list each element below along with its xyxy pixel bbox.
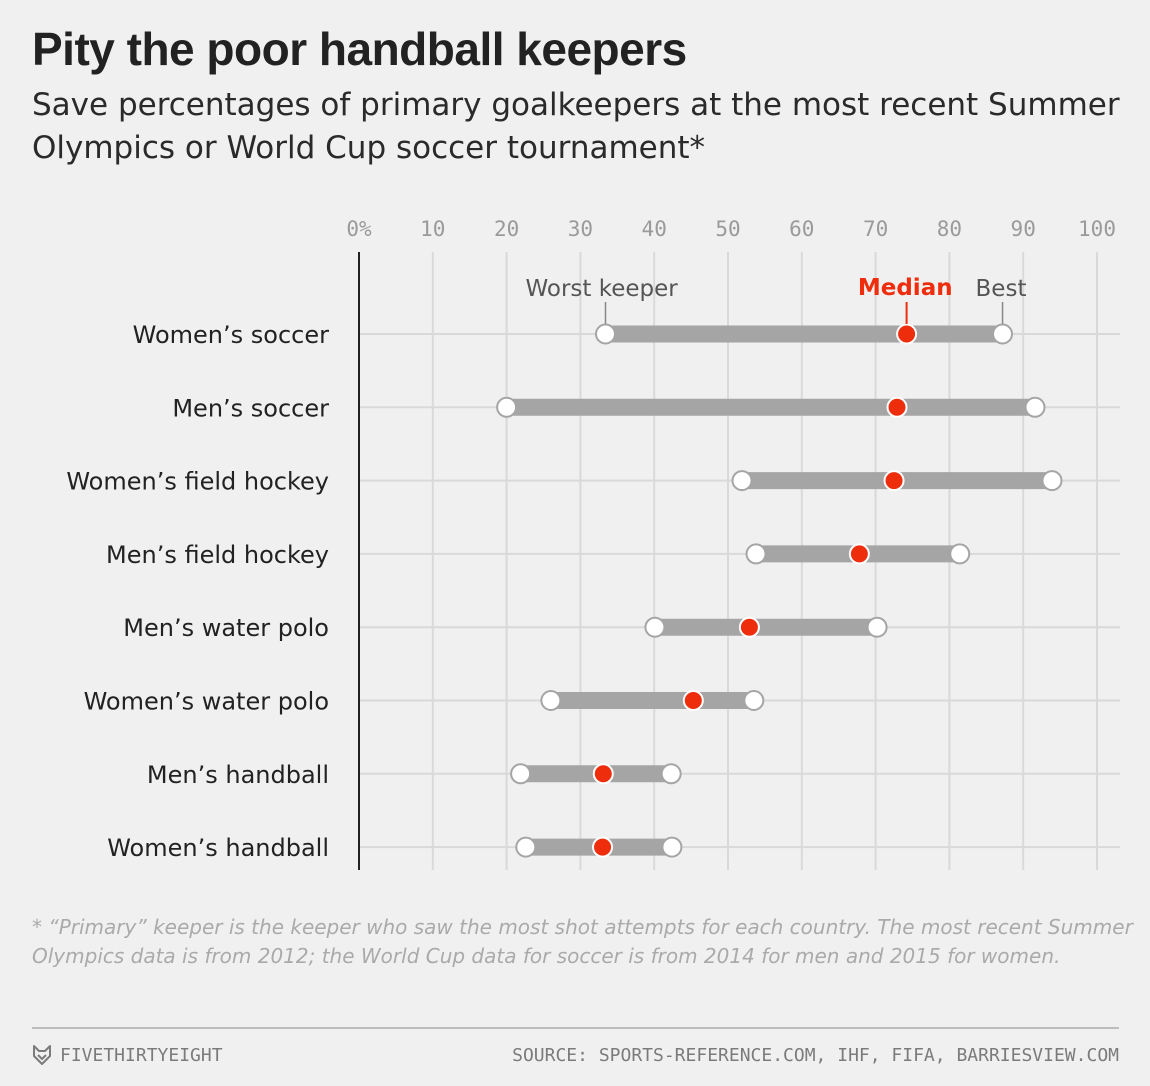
worst-keeper-point xyxy=(510,763,532,785)
brand: FIVETHIRTYEIGHT xyxy=(32,1044,223,1066)
median-point xyxy=(592,763,614,785)
median-point xyxy=(896,323,918,345)
x-tick-label: 30 xyxy=(568,217,593,241)
category-label: Men’s handball xyxy=(147,761,329,789)
x-tick-label: 10 xyxy=(420,217,445,241)
category-label: Men’s field hockey xyxy=(106,541,329,569)
chart-subtitle: Save percentages of primary goalkeepers … xyxy=(32,87,1120,166)
x-tick-label: 60 xyxy=(789,217,814,241)
median-point xyxy=(883,470,905,492)
median-point xyxy=(682,690,704,711)
category-label: Men’s soccer xyxy=(172,394,329,422)
legend-annotations: Worst keeper Median Best xyxy=(525,275,1026,324)
brand-name: FIVETHIRTYEIGHT xyxy=(60,1044,223,1066)
best-keeper-point xyxy=(743,690,765,711)
x-tick-label: 40 xyxy=(642,217,667,241)
footer-divider xyxy=(32,1027,1119,1029)
median-point xyxy=(738,616,760,638)
median-point xyxy=(886,396,908,418)
category-label: Women’s field hockey xyxy=(66,468,329,496)
median-annotation: Median xyxy=(858,275,953,301)
x-tick-label: 0% xyxy=(346,217,372,241)
best-keeper-point xyxy=(992,323,1014,345)
category-label: Women’s handball xyxy=(107,834,329,862)
x-tick-label: 100 xyxy=(1078,217,1116,241)
x-tick-label: 20 xyxy=(494,217,519,241)
worst-keeper-point xyxy=(644,616,666,638)
x-tick-label: 80 xyxy=(937,217,962,241)
chart-title: Pity the poor handball keepers xyxy=(32,23,687,75)
best-keeper-point xyxy=(660,763,682,785)
worst-annotation: Worst keeper xyxy=(525,276,678,302)
worst-keeper-point xyxy=(731,470,753,492)
x-tick-label: 50 xyxy=(715,217,740,241)
source-credit: SOURCE: SPORTS-REFERENCE.COM, IHF, FIFA,… xyxy=(512,1045,1119,1066)
gridlines xyxy=(359,252,1120,870)
best-keeper-point xyxy=(866,616,888,638)
range-dot-chart: 0% 10 20 30 40 50 60 70 80 90 100 Women’s soccer Me… xyxy=(66,217,1120,870)
category-label: Men’s water polo xyxy=(123,614,329,642)
worst-keeper-point xyxy=(496,396,518,418)
category-label: Women’s soccer xyxy=(133,321,329,349)
fox-logo-icon xyxy=(33,1045,51,1065)
footnote: * “Primary” keeper is the keeper who saw… xyxy=(32,915,1133,968)
best-keeper-point xyxy=(1041,470,1063,492)
best-keeper-point xyxy=(661,836,683,858)
x-tick-label: 70 xyxy=(863,217,888,241)
category-label: Women’s water polo xyxy=(84,688,329,716)
median-point xyxy=(848,543,870,565)
best-keeper-point xyxy=(949,543,971,565)
data-rows: Women’s soccer Men’s soccer Women’s field … xyxy=(66,321,1063,862)
x-axis-tick-labels: 0% 10 20 30 40 50 60 70 80 90 100 xyxy=(346,217,1116,241)
median-point xyxy=(592,836,614,858)
best-keeper-point xyxy=(1024,396,1046,418)
x-tick-label: 90 xyxy=(1011,217,1036,241)
worst-keeper-point xyxy=(745,543,767,565)
worst-keeper-point xyxy=(515,836,537,858)
worst-keeper-point xyxy=(540,690,562,711)
worst-keeper-point xyxy=(594,323,616,345)
best-annotation: Best xyxy=(976,276,1027,302)
